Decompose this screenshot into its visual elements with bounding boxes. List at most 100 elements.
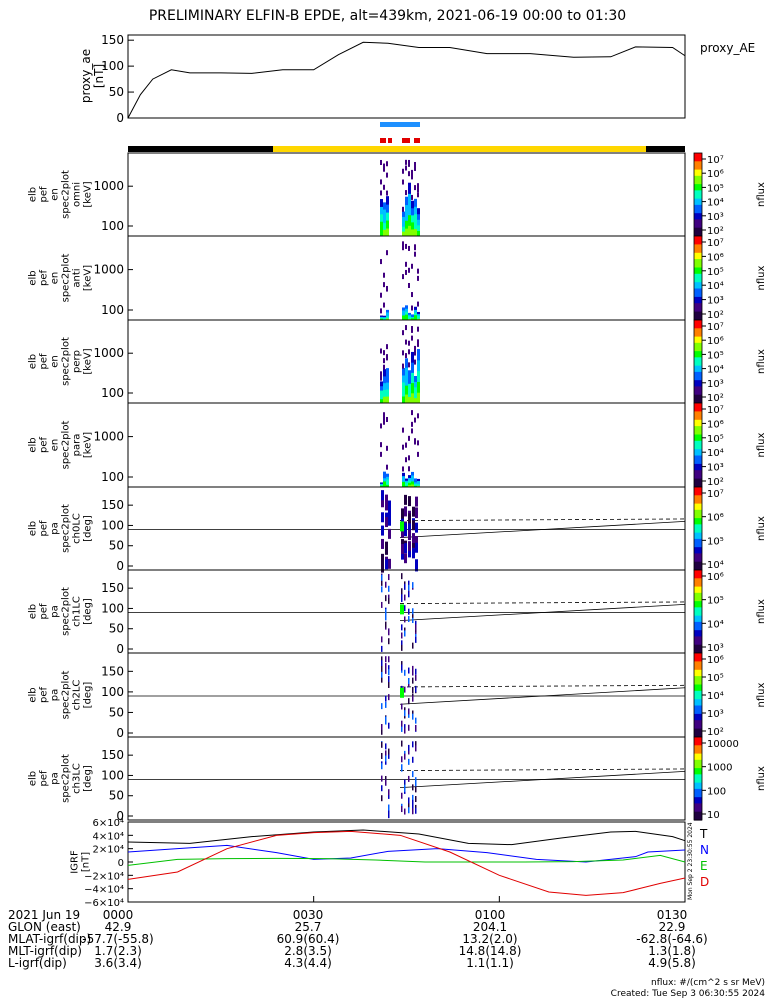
spectrogram-colorbar-swatch: [694, 200, 702, 204]
burst-bar: [402, 138, 410, 143]
pitch-angle-cell: [381, 728, 383, 735]
spectrogram-colorbar-swatch: [694, 301, 702, 304]
pitch-angle-ylabel: elbpefpaspec2plotch3LC[deg]: [28, 754, 94, 803]
spectrogram-ylabel-line: [keV]: [83, 181, 94, 207]
spectrogram-colorbar-swatch: [694, 417, 702, 421]
spectrogram-colorbar-swatch: [694, 196, 702, 200]
spectrogram-ytick-label: 100: [101, 219, 124, 233]
spectrogram-cell: [386, 204, 389, 213]
spectrogram-cell: [414, 397, 417, 404]
spectrogram-colorbar-swatch: [694, 434, 702, 438]
spectrogram-speckle: [408, 245, 410, 251]
pitch-angle-colorbar-swatch: [694, 770, 702, 773]
pitch-angle-colorbar-swatch: [694, 703, 702, 707]
orbit-value: 42.9: [104, 920, 132, 934]
pitch-angle-cell: [412, 611, 414, 618]
spectrogram-colorbar-tick-label: 10⁴: [707, 198, 724, 209]
spectrogram-colorbar-swatch: [694, 217, 702, 220]
pitch-angle-cell: [381, 636, 383, 643]
pitch-angle-colorbar-swatch: [694, 511, 702, 515]
pitch-angle-colorbar-swatch: [694, 648, 702, 652]
pitch-angle-colorbar-swatch: [694, 724, 702, 728]
spectrogram-cell: [414, 213, 417, 222]
spectrogram-cell: [408, 182, 411, 194]
pitch-angle-colorbar-swatch: [694, 582, 702, 586]
spectrogram-cell: [405, 385, 408, 395]
pitch-angle-ylabel-line: [deg]: [83, 682, 94, 709]
spectrogram-cell: [402, 367, 405, 376]
spectrogram-colorbar-swatch: [694, 275, 702, 279]
pitch-angle-colorbar-swatch: [694, 817, 702, 821]
pitch-angle-colorbar-swatch: [694, 749, 702, 753]
pitch-angle-colorbar-swatch: [694, 695, 702, 698]
pitch-angle-cell: [404, 543, 407, 554]
spectrogram-speckle: [411, 410, 413, 416]
spectrogram-colorbar-swatch: [694, 476, 702, 480]
spectrogram-colorbar-tick-label: 10³: [707, 296, 724, 307]
spectrogram-cell: [411, 317, 414, 320]
pitch-angle-ytick-label: 50: [109, 622, 124, 636]
spectrogram-colorbar-tick-label: 10⁶: [707, 169, 724, 180]
spectrogram-colorbar-swatch: [694, 445, 702, 448]
pitch-angle-cell: [385, 779, 387, 786]
spectrogram-speckle: [386, 344, 388, 350]
spectrogram-colorbar-swatch: [694, 192, 702, 196]
pitch-angle-ylabel-line: spec2plot: [61, 671, 72, 720]
pitch-angle-cell: [408, 667, 410, 674]
pitch-angle-colorbar-swatch: [694, 780, 702, 784]
spectrogram-colorbar-swatch: [694, 261, 702, 264]
spectrogram-colorbar-swatch: [694, 455, 702, 459]
pitch-angle-colorbar-swatch: [694, 513, 702, 517]
spectrogram-colorbar-swatch: [694, 165, 702, 169]
pitch-angle-colorbar-swatch: [694, 611, 702, 615]
pitch-angle-cell: [408, 681, 410, 688]
spectrogram-cell: [417, 313, 420, 316]
spectrogram-cell: [402, 211, 405, 217]
pitch-angle-ylabel-line: pa: [50, 605, 61, 617]
spectrogram-ylabel-line: para: [72, 434, 83, 457]
spectrogram-cell: [383, 315, 386, 318]
spectrogram-cell: [380, 221, 383, 230]
pitch-angle-cell: [381, 645, 383, 652]
pitch-angle-colorbar-swatch: [694, 674, 702, 677]
pitch-angle-cell: [404, 808, 406, 815]
pitch-angle-colorbar-swatch: [694, 530, 702, 534]
pitch-angle-cell: [385, 663, 387, 670]
spectrogram-colorbar-swatch: [694, 396, 702, 400]
spectrogram-colorbar-tick-label: 10⁶: [707, 252, 724, 263]
ae-ytick-label: 150: [101, 33, 124, 47]
loss-cone-line: [399, 687, 686, 705]
pitch-angle-cell: [412, 695, 414, 702]
spectrogram-speckle: [383, 364, 385, 370]
igrf-frame: [127, 821, 686, 903]
pitch-angle-cell: [412, 799, 414, 806]
spectrogram-speckle: [405, 457, 407, 463]
igrf-ytick-label: 6×10⁴: [93, 818, 124, 829]
spectrogram-colorbar-swatch: [694, 394, 702, 398]
pitch-angle-cell: [381, 741, 383, 748]
spectrogram-colorbar-swatch: [694, 311, 702, 315]
pitch-angle-cell: [415, 782, 417, 789]
spectrogram-cell: [414, 309, 417, 313]
spectrogram-cell: [386, 481, 389, 485]
spectrogram-speckle: [383, 166, 385, 172]
pitch-angle-colorbar-swatch: [694, 534, 702, 538]
spectrogram-colorbar-swatch: [694, 184, 702, 187]
spectrogram-ytick-label: 1000: [93, 263, 124, 277]
spectrogram-cell: [411, 372, 414, 384]
spectrogram-colorbar-swatch: [694, 177, 702, 181]
pitch-angle-cell: [404, 594, 406, 601]
pitch-angle-colorbar-swatch: [694, 565, 702, 569]
pitch-angle-cell: [408, 698, 410, 705]
spectrogram-colorbar-swatch: [694, 442, 702, 446]
pitch-angle-colorbar-swatch: [694, 526, 702, 530]
pitch-angle-cell: [385, 667, 387, 674]
pitch-angle-cell: [408, 748, 410, 755]
pitch-angle-cell: [404, 686, 406, 693]
pitch-angle-colorbar-swatch: [694, 528, 702, 532]
spectrogram-cell: [408, 314, 411, 317]
spectrogram-cell: [405, 358, 408, 368]
pitch-angle-cell: [381, 579, 383, 586]
spectrogram-colorbar-swatch: [694, 405, 702, 408]
pitch-angle-cell: [381, 586, 383, 593]
